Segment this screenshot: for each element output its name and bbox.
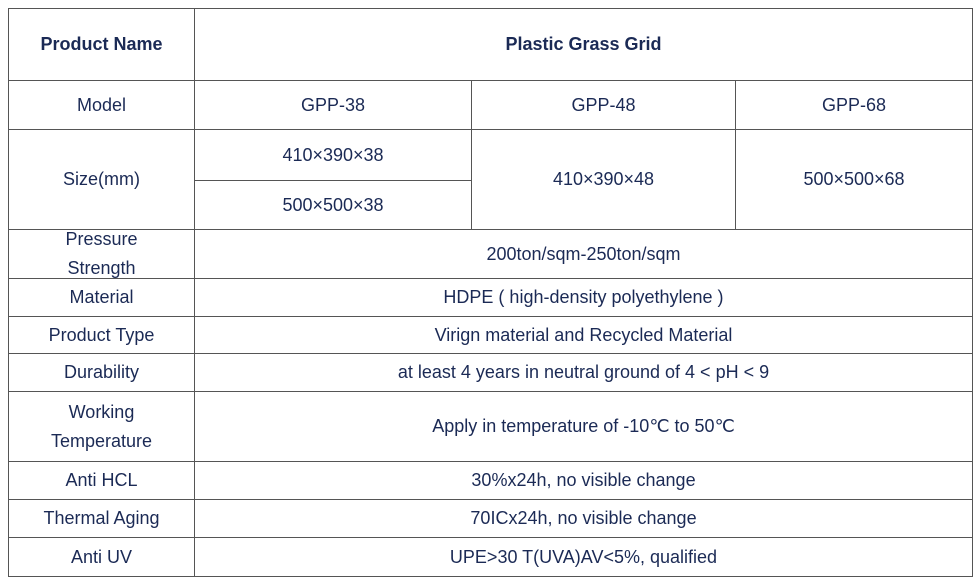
header-cell: Plastic Grass Grid	[194, 8, 973, 81]
label-text: Durability	[63, 362, 140, 382]
cell: 70ICx24h, no visible change	[194, 499, 973, 538]
label-text: Material	[69, 287, 134, 307]
cell: HDPE ( high-density polyethylene )	[194, 278, 973, 317]
cell: Virign material and Recycled Material	[194, 316, 973, 354]
cell: at least 4 years in neutral ground of 4 …	[194, 353, 973, 392]
cell: 200ton/sqm-250ton/sqm	[194, 229, 973, 279]
row-label: Anti UV	[8, 537, 195, 577]
label-text: Product Type	[48, 324, 155, 345]
cell: 410×390×38	[194, 129, 472, 181]
row-label: Working Temperature	[8, 391, 195, 462]
cell: Apply in temperature of -10℃ to 50℃	[194, 391, 973, 462]
cell: 410×390×48	[471, 129, 736, 230]
cell: UPE>30 T(UVA)AV<5%, qualified	[194, 537, 973, 577]
row-label: Pressure Strength	[8, 229, 195, 279]
label-text: Working Temperature	[50, 401, 153, 451]
row-label: Durability	[8, 353, 195, 392]
cell: GPP-38	[194, 80, 472, 130]
header-cell: Product Name	[8, 8, 195, 81]
row-label: Anti HCL	[8, 461, 195, 500]
row-label: Model	[8, 80, 195, 130]
label-text: Pressure Strength	[65, 229, 138, 278]
row-label: Material	[8, 278, 195, 317]
row-label: Thermal Aging	[8, 499, 195, 538]
cell: 30%x24h, no visible change	[194, 461, 973, 500]
label-text: Thermal Aging	[43, 508, 160, 528]
cell: GPP-48	[471, 80, 736, 130]
row-label: Size(mm)	[8, 129, 195, 230]
cell: GPP-68	[735, 80, 973, 130]
cell: 500×500×38	[194, 180, 472, 230]
label-text: Anti UV	[70, 546, 133, 567]
label-text: Anti HCL	[65, 470, 138, 490]
row-label: Product Type	[8, 316, 195, 354]
cell: 500×500×68	[735, 129, 973, 230]
